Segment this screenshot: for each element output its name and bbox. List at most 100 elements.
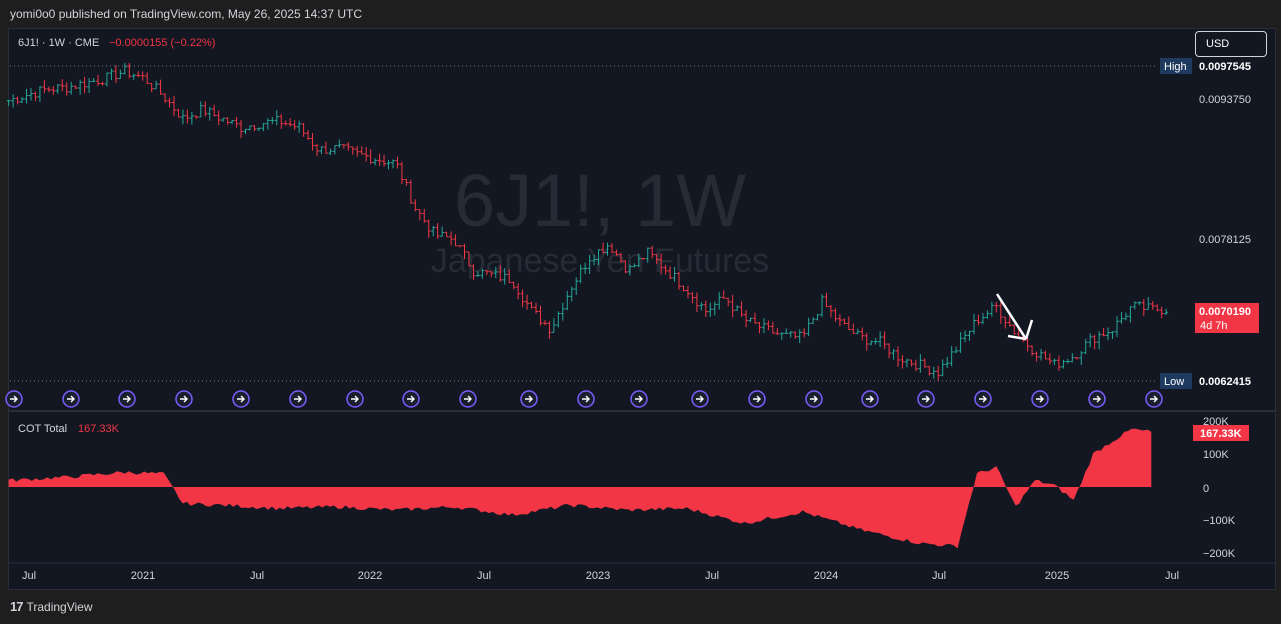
- event-marker-icon[interactable]: [175, 390, 193, 408]
- ohlc-bar: [936, 365, 941, 381]
- ohlc-bar: [502, 268, 507, 285]
- ohlc-bar: [489, 271, 494, 278]
- cot-tick-neg100k: −100K: [1203, 515, 1236, 527]
- event-marker-icon[interactable]: [402, 390, 420, 408]
- ohlc-bar: [918, 354, 923, 373]
- event-marker-icon[interactable]: [974, 390, 992, 408]
- ohlc-bar: [359, 146, 364, 155]
- ohlc-bar: [1061, 359, 1066, 369]
- ohlc-bar: [516, 283, 521, 300]
- ohlc-bar: [1007, 315, 1012, 327]
- ohlc-bar: [261, 122, 266, 132]
- ohlc-bar: [779, 332, 784, 340]
- ohlc-bar: [1106, 327, 1111, 341]
- ohlc-bar: [623, 260, 628, 274]
- time-axis-label: 2024: [814, 570, 838, 582]
- ohlc-bar: [672, 266, 677, 282]
- ohlc-bar: [216, 110, 221, 126]
- time-axis-label: 2025: [1045, 570, 1069, 582]
- ohlc-bar: [900, 355, 905, 369]
- ohlc-bar: [484, 269, 489, 276]
- ohlc-bar: [113, 65, 118, 83]
- ohlc-bar: [1083, 339, 1088, 355]
- ohlc-bar: [542, 320, 547, 326]
- ohlc-bar: [627, 264, 632, 276]
- event-marker-icon[interactable]: [630, 390, 648, 408]
- event-marker-icon[interactable]: [62, 390, 80, 408]
- event-marker-icon[interactable]: [118, 390, 136, 408]
- ohlc-bar: [279, 114, 284, 129]
- ohlc-bar: [940, 359, 945, 377]
- price-axis[interactable]: High 0.0097545 0.0093750 0.0078125 0.007…: [1160, 58, 1259, 389]
- event-marker-icon[interactable]: [232, 390, 250, 408]
- event-marker-icon[interactable]: [805, 390, 823, 408]
- time-axis-label: Jul: [932, 570, 946, 582]
- ohlc-bar: [601, 242, 606, 254]
- ohlc-bar: [587, 254, 592, 274]
- ohlc-bar: [618, 252, 623, 263]
- ohlc-bar: [355, 145, 360, 157]
- cot-axis[interactable]: 200K 167.33K 100K 0 −100K −200K: [1193, 416, 1249, 560]
- event-marker-icon[interactable]: [917, 390, 935, 408]
- ohlc-bar: [712, 301, 717, 316]
- watermark-name: Japanese Yen Futures: [431, 242, 769, 280]
- ohlc-bar: [551, 318, 556, 333]
- event-marker-icon[interactable]: [346, 390, 364, 408]
- time-axis[interactable]: Jul 2021 Jul 2022 Jul 2023 Jul 2024 Jul 2025 Jul: [22, 570, 1179, 582]
- ohlc-bar: [1155, 304, 1160, 312]
- event-marker-icon[interactable]: [459, 390, 477, 408]
- ohlc-bar: [739, 301, 744, 317]
- ohlc-bar: [994, 302, 999, 313]
- time-axis-label: Jul: [1165, 570, 1179, 582]
- ohlc-bar: [104, 72, 109, 87]
- event-marker-icon[interactable]: [861, 390, 879, 408]
- cot-value-tag: [1193, 425, 1249, 441]
- event-marker-icon[interactable]: [520, 390, 538, 408]
- ohlc-bar: [382, 154, 387, 167]
- event-marker-icon[interactable]: [1145, 390, 1163, 408]
- ohlc-bar: [569, 286, 574, 302]
- ohlc-bar: [1065, 358, 1070, 364]
- ohlc-bar: [265, 118, 270, 130]
- tradingview-logo[interactable]: 17 TradingView: [10, 599, 93, 614]
- ohlc-bar: [373, 158, 378, 166]
- ohlc-bar: [127, 62, 132, 79]
- event-marker-icon[interactable]: [5, 390, 23, 408]
- ohlc-bar: [846, 316, 851, 331]
- legend-change: −0.0000155 (−0.22%): [109, 37, 215, 49]
- ohlc-bar: [466, 251, 471, 267]
- ohlc-bar: [721, 290, 726, 299]
- ohlc-bar: [954, 346, 959, 354]
- arrow-annotation[interactable]: [995, 293, 1034, 341]
- ohlc-bar: [609, 243, 614, 254]
- event-marker-icon[interactable]: [691, 390, 709, 408]
- event-marker-icon[interactable]: [577, 390, 595, 408]
- ohlc-bar: [632, 263, 637, 268]
- ohlc-bar: [221, 117, 226, 122]
- ohlc-bar: [1159, 306, 1164, 319]
- ohlc-bar: [927, 365, 932, 376]
- event-marker-icon[interactable]: [1031, 390, 1049, 408]
- ohlc-bar: [654, 254, 659, 264]
- ohlc-bar: [730, 294, 735, 318]
- currency-button[interactable]: USD: [1195, 31, 1267, 57]
- cot-tick-neg200k: −200K: [1203, 548, 1236, 560]
- ohlc-bar: [614, 249, 619, 257]
- ohlc-bar: [596, 249, 601, 266]
- footer: 17 TradingView: [0, 590, 1281, 624]
- ohlc-bar: [1088, 333, 1093, 348]
- event-marker-icon[interactable]: [289, 390, 307, 408]
- ohlc-bar: [1141, 299, 1146, 316]
- ohlc-bar: [247, 125, 252, 131]
- event-marker-icon[interactable]: [748, 390, 766, 408]
- ohlc-bar: [1101, 328, 1106, 337]
- event-marker-icon[interactable]: [1088, 390, 1106, 408]
- ohlc-bar: [945, 357, 950, 368]
- ohlc-bar: [837, 313, 842, 327]
- ohlc-bar: [145, 72, 150, 85]
- ohlc-bar: [42, 80, 47, 94]
- ohlc-bar: [913, 359, 918, 372]
- ohlc-bar: [234, 117, 239, 128]
- ohlc-bar: [60, 79, 65, 92]
